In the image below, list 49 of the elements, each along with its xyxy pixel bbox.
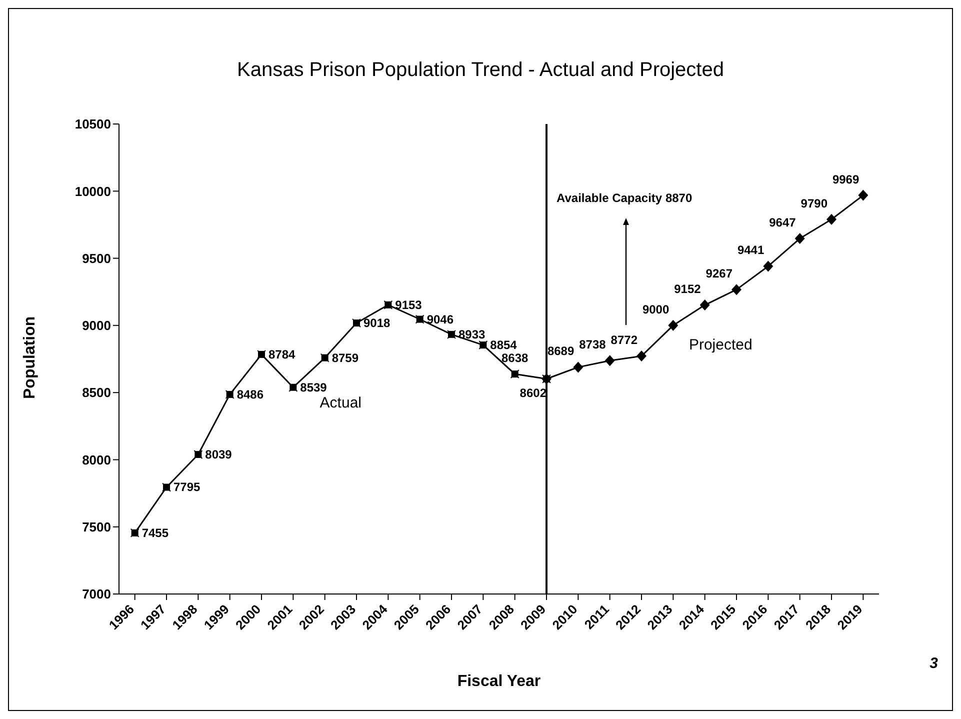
data-label: 7795 <box>174 480 201 494</box>
point <box>604 355 615 366</box>
series-label: Actual <box>320 394 362 412</box>
data-label: 9267 <box>706 266 733 281</box>
data-label: 9018 <box>364 316 391 330</box>
data-label: 8772 <box>610 333 638 348</box>
text: 3 <box>930 655 938 672</box>
chart-title: Kansas Prison Population Trend - Actual and Projected <box>236 59 725 82</box>
point <box>858 190 868 201</box>
point <box>732 284 742 296</box>
data-label: 9441 <box>737 243 764 258</box>
data-label: 8933 <box>458 327 486 342</box>
data-label: 9046 <box>426 312 454 326</box>
y-tick-label: 9000 <box>82 318 111 334</box>
data-label: 9969 <box>832 172 860 186</box>
point <box>668 320 678 331</box>
point <box>573 362 584 373</box>
data-label: 9000 <box>642 302 670 316</box>
y-tick-label: 8000 <box>82 452 111 468</box>
data-label: 9647 <box>769 216 796 230</box>
data-label: 8738 <box>579 338 606 352</box>
data-label: 8638 <box>501 351 529 366</box>
y-tick-label: 10000 <box>74 184 111 199</box>
series-label: Projected <box>688 336 752 354</box>
point <box>794 233 805 244</box>
y-tick-label: 7000 <box>82 586 111 602</box>
point <box>763 260 774 272</box>
data-label: 9152 <box>674 282 702 296</box>
point <box>700 300 710 311</box>
data-label: 8539 <box>300 380 328 394</box>
point <box>826 214 836 225</box>
y-axis-title: Population <box>22 316 39 399</box>
data-label: 8854 <box>490 338 518 352</box>
data-label: 8784 <box>268 347 296 362</box>
data-label: 8486 <box>236 387 264 402</box>
data-label: 7455 <box>142 526 169 540</box>
data-label: 8759 <box>332 350 359 365</box>
data-label: 9153 <box>395 298 422 312</box>
annotation: Available Capacity 8870 <box>556 190 692 205</box>
y-tick-label: 8500 <box>82 385 111 400</box>
x-axis-title: Fiscal Year <box>457 673 541 690</box>
data-label: 8039 <box>205 447 232 462</box>
y-tick-label: 10500 <box>74 116 111 132</box>
data-label: 8689 <box>547 344 574 358</box>
data-label: 8602 <box>520 386 547 400</box>
y-tick-label: 9500 <box>82 250 111 266</box>
point <box>636 350 646 362</box>
data-label: 9790 <box>800 196 828 210</box>
y-tick-label: 7500 <box>82 519 111 534</box>
